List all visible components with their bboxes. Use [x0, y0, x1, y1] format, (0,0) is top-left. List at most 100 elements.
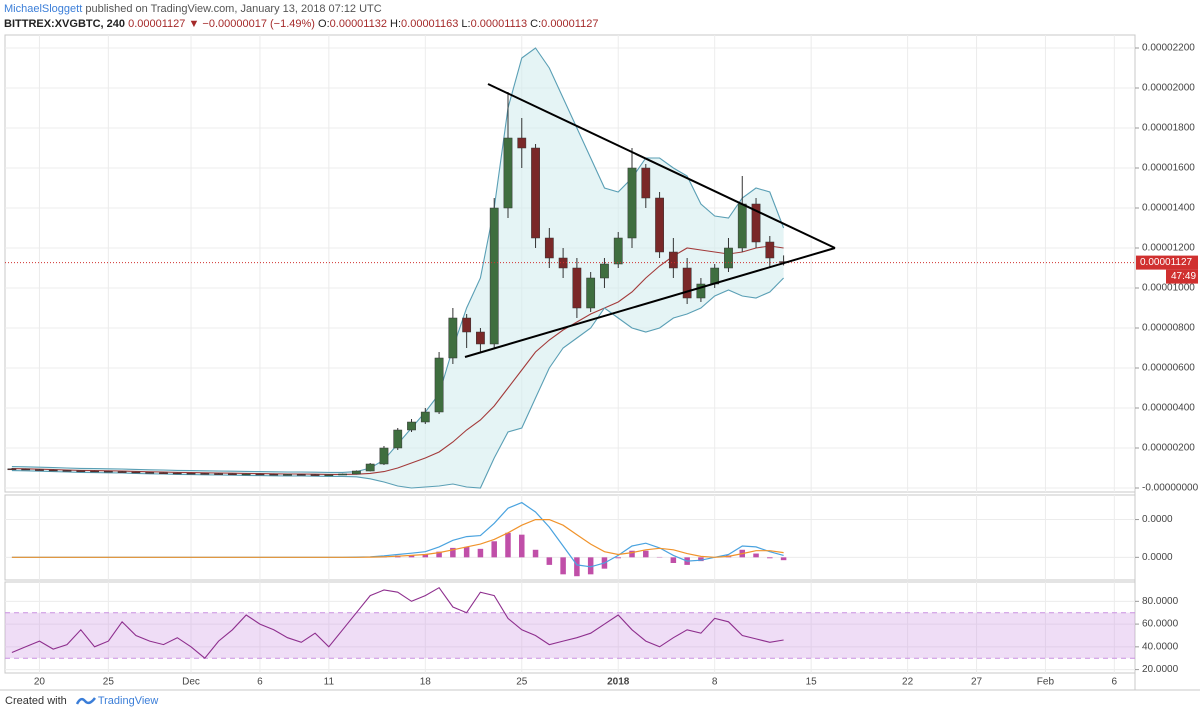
pane-frame: [4, 494, 1136, 581]
candle-body: [641, 167, 651, 199]
y-tick-label: 0.00002200: [1142, 43, 1195, 54]
x-tick-label: 15: [806, 677, 818, 688]
x-tick-label: 27: [971, 677, 983, 688]
candle-body: [283, 474, 292, 476]
y-tick-label: 0.00001600: [1142, 163, 1195, 174]
histogram-bar: [780, 557, 787, 561]
candle-body: [200, 473, 210, 475]
candle-body: [544, 237, 554, 259]
candle-body: [90, 470, 99, 473]
candle-body: [48, 469, 58, 472]
last: 0.00001127: [128, 18, 186, 30]
candle-body: [462, 317, 472, 333]
candle-body: [269, 473, 279, 476]
histogram-bar: [450, 547, 456, 558]
y-tick-label: 0.00001400: [1142, 203, 1195, 214]
candle-body: [365, 463, 375, 472]
candle-body: [600, 263, 609, 279]
x-tick-label: 6: [257, 677, 263, 688]
h-label: H:: [390, 18, 402, 30]
candle-body: [186, 472, 196, 475]
candle-body: [324, 474, 334, 477]
trend-line: [487, 83, 836, 249]
indicator-line: [11, 519, 784, 558]
candle-body: [172, 472, 182, 475]
candle-body: [476, 331, 485, 345]
candle-body: [696, 283, 706, 299]
histogram-bar: [587, 557, 594, 575]
indicator-line: [11, 245, 784, 475]
candle-body: [131, 471, 141, 474]
candle-body: [379, 447, 389, 465]
rsi-band: [5, 612, 1135, 659]
indicator-line: [11, 277, 784, 489]
candle-body: [420, 411, 430, 423]
histogram-bar: [753, 553, 759, 558]
symbol-line: BITTREX:XVGBTC, 240 0.00001127 ▼ −0.0000…: [4, 17, 598, 32]
h-value: 0.00001163: [401, 18, 459, 30]
y-tick-label: 80.0000: [1142, 596, 1179, 607]
candle-body: [296, 474, 306, 476]
candle-body: [682, 267, 692, 299]
candle-body: [751, 203, 761, 243]
candle-body: [586, 277, 596, 309]
candle-body: [393, 429, 403, 449]
histogram-bar: [505, 532, 511, 558]
histogram-bar: [477, 548, 484, 558]
candle-body: [159, 472, 168, 475]
x-tick-label: 2018: [607, 677, 630, 688]
y-tick-label: 0.00000400: [1142, 403, 1195, 414]
brand[interactable]: TradingView: [97, 695, 159, 707]
candle-body: [503, 137, 513, 209]
candle-body: [668, 251, 678, 269]
created-with: Created with: [5, 695, 67, 707]
candle-body: [7, 468, 17, 471]
y-tick-label: 0.00001200: [1142, 243, 1195, 254]
histogram-bar: [643, 550, 649, 558]
price-badge-label: 0.00001127: [1140, 257, 1193, 268]
publish-line: MichaelSloggett published on TradingView…: [4, 2, 598, 17]
change: −0.00000017 (−1.49%): [202, 18, 315, 30]
published: published on TradingView.com, January 13…: [85, 3, 382, 15]
candle-body: [765, 241, 775, 259]
symbol: BITTREX:XVGBTC, 240: [4, 18, 126, 30]
trend-line: [464, 247, 836, 358]
x-tick-label: 18: [420, 677, 432, 688]
y-tick-label: 0.00000600: [1142, 363, 1195, 374]
candle-body: [407, 421, 416, 431]
c-label: C:: [530, 18, 542, 30]
x-tick-label: 25: [103, 677, 115, 688]
x-tick-label: 25: [516, 677, 528, 688]
y-tick-label: 60.0000: [1142, 619, 1179, 630]
c-value: 0.00001127: [541, 18, 599, 30]
candle-body: [531, 147, 540, 239]
x-tick-label: 11: [324, 677, 335, 688]
author[interactable]: MichaelSloggett: [4, 3, 83, 15]
candle-body: [627, 167, 637, 239]
candle-body: [145, 472, 155, 474]
candle-body: [21, 468, 31, 471]
y-tick-label: 0.0000: [1142, 514, 1173, 525]
y-tick-label: 0.00001800: [1142, 123, 1195, 134]
y-tick-label: 20.0000: [1142, 664, 1179, 675]
countdown-badge: [1166, 269, 1198, 284]
candle-body: [352, 470, 361, 475]
histogram-bar: [560, 557, 566, 575]
candle-body: [103, 470, 113, 473]
x-tick-label: Dec: [182, 677, 200, 688]
y-tick-label: 0.00002000: [1142, 83, 1195, 94]
candle-body: [517, 137, 527, 149]
candle-body: [35, 469, 44, 471]
candle-body: [255, 473, 265, 476]
candle-body: [214, 473, 223, 475]
candle-body: [227, 473, 237, 476]
candle-body: [434, 357, 444, 413]
candle-body: [737, 203, 747, 249]
histogram-bar: [463, 546, 470, 558]
arrow: ▼: [188, 18, 200, 30]
o-label: O:: [318, 18, 330, 30]
candle-body: [76, 470, 86, 473]
histogram-bar: [670, 557, 677, 563]
histogram-bar: [491, 541, 497, 558]
candle-body: [724, 247, 733, 269]
